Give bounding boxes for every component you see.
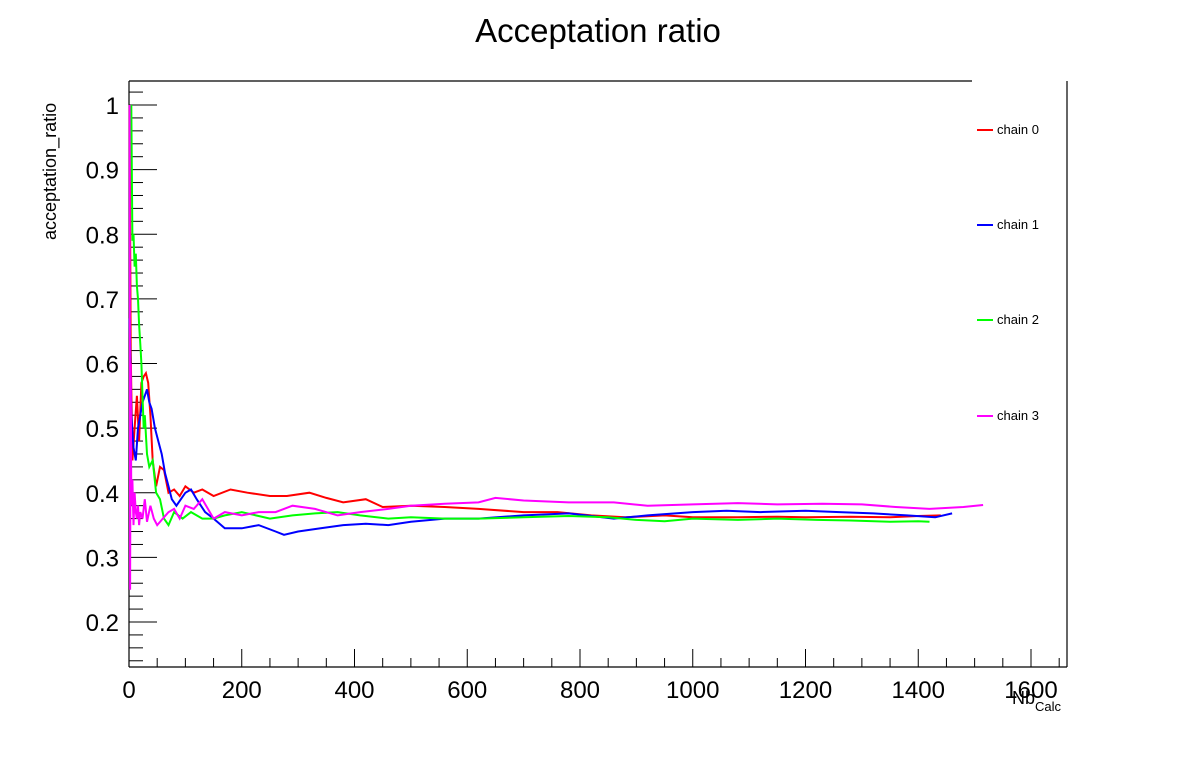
chart-title: Acceptation ratio: [475, 12, 721, 49]
svg-text:0: 0: [122, 677, 135, 704]
svg-text:0.9: 0.9: [86, 158, 119, 185]
svg-text:800: 800: [560, 677, 600, 704]
legend-swatch-icon: [977, 318, 993, 321]
axes-frame: [128, 80, 1068, 668]
legend-swatch-icon: [977, 223, 993, 226]
svg-text:0.4: 0.4: [86, 481, 119, 508]
svg-text:0.5: 0.5: [86, 416, 119, 443]
y-axis-label: acceptation_ratio: [40, 102, 60, 240]
series-line-chain-0: [128, 104, 941, 519]
svg-text:0.7: 0.7: [86, 287, 119, 314]
svg-text:0.2: 0.2: [86, 610, 119, 637]
svg-text:0.8: 0.8: [86, 222, 119, 249]
legend-item-chain-1: chain 1: [977, 217, 1039, 232]
series-line-chain-2: [130, 104, 930, 528]
legend-label: chain 1: [997, 217, 1039, 232]
legend-label: chain 0: [997, 122, 1039, 137]
svg-text:200: 200: [222, 677, 262, 704]
legend-item-chain-3: chain 3: [977, 408, 1039, 423]
legend-swatch-icon: [977, 128, 993, 131]
svg-text:400: 400: [334, 677, 374, 704]
x-axis-label: NbCalc: [1012, 688, 1061, 714]
tick-labels: 0 200 400 600 800 1000 1200 1400 1600 0.2 0.3 0.4 0.…: [86, 93, 1058, 704]
legend-label: chain 2: [997, 312, 1039, 327]
data-series: [128, 104, 984, 590]
legend-swatch-icon: [977, 414, 993, 417]
svg-text:0.6: 0.6: [86, 352, 119, 379]
svg-text:1000: 1000: [666, 677, 719, 704]
legend-item-chain-0: chain 0: [977, 122, 1039, 137]
x-axis-label-main: Nb: [1012, 688, 1036, 708]
svg-text:1600: 1600: [1004, 677, 1057, 704]
svg-text:600: 600: [447, 677, 487, 704]
svg-text:1400: 1400: [892, 677, 945, 704]
svg-text:1200: 1200: [779, 677, 832, 704]
series-line-chain-1: [128, 318, 953, 536]
x-axis-label-subscript: Calc: [1035, 699, 1062, 714]
axis-ticks: [128, 91, 1060, 667]
legend-item-chain-2: chain 2: [977, 312, 1039, 327]
svg-text:0.3: 0.3: [86, 545, 119, 572]
series-line-chain-3: [128, 104, 984, 590]
legend-label: chain 3: [997, 408, 1039, 423]
svg-text:1: 1: [106, 93, 119, 120]
